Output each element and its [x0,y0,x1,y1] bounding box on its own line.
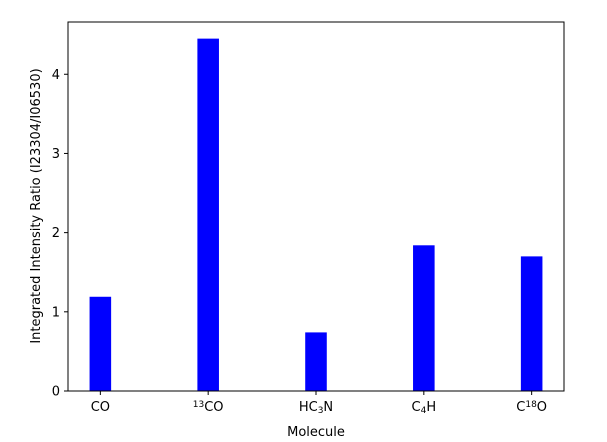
bar-13CO [197,38,219,391]
x-tick-label-CO: CO [91,400,110,415]
plot-area [68,22,564,391]
x-tick-label-C4H: C4H [412,400,437,416]
y-tick-label: 4 [52,68,60,83]
bar-C18O [520,256,543,391]
bar-CO [89,296,112,391]
bars-group [89,38,543,391]
x-axis-ticks: CO 13CO HC3N C4H C18O [91,391,547,416]
y-axis-ticks: 0 1 2 3 4 [52,68,68,400]
bar-C4H [413,245,435,391]
bar-HC3N [305,332,327,391]
y-tick-label: 2 [52,226,60,241]
x-tick-label-C18O: C18O [516,400,547,415]
x-tick-label-13CO: 13CO [193,400,224,415]
x-axis-label: Molecule [287,425,345,440]
y-tick-label: 1 [52,305,60,320]
y-tick-label: 0 [52,385,60,400]
y-tick-label: 3 [52,147,60,162]
x-tick-label-HC3N: HC3N [299,400,333,416]
y-axis-label: Integrated Intensity Ratio (I23304/I0653… [29,68,44,343]
